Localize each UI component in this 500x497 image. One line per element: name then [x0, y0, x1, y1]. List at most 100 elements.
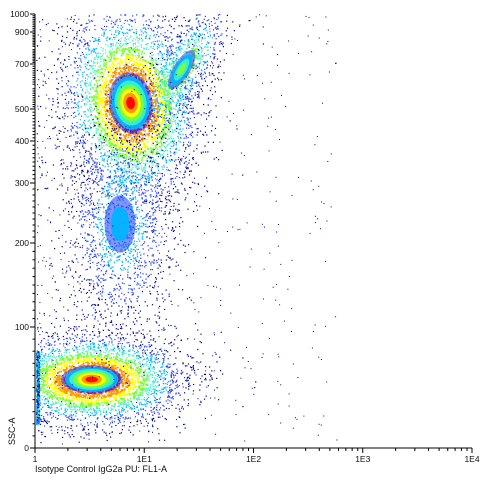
event-dot [117, 155, 120, 157]
event-dot [73, 170, 75, 172]
event-dot [86, 97, 88, 99]
event-dot [98, 66, 101, 68]
event-dot [110, 151, 113, 153]
event-dot [115, 31, 117, 33]
event-dot [108, 37, 110, 39]
event-dot [137, 54, 139, 57]
event-dot [190, 187, 192, 189]
event-dot [168, 103, 170, 105]
event-dot [101, 120, 103, 122]
event-dot [117, 164, 119, 166]
event-dot [137, 49, 140, 51]
event-dot [102, 60, 105, 62]
event-dot [137, 409, 139, 411]
event-dot [61, 392, 64, 395]
event-dot [111, 144, 113, 146]
event-dot [46, 373, 48, 375]
event-dot [116, 143, 118, 145]
event-dot [102, 91, 105, 94]
event-dot [79, 408, 81, 410]
event-dot [40, 70, 42, 72]
event-dot [120, 133, 122, 135]
event-dot [43, 418, 45, 420]
event-dot [180, 119, 182, 121]
event-dot [105, 402, 107, 405]
event-dot [85, 54, 88, 56]
event-dot [138, 387, 140, 389]
event-dot [158, 77, 160, 79]
event-dot [182, 155, 185, 158]
event-dot [171, 123, 173, 125]
event-dot [49, 369, 52, 372]
event-dot [98, 206, 100, 209]
event-dot [209, 111, 211, 113]
event-dot [148, 388, 150, 390]
event-dot [103, 107, 105, 109]
event-dot [53, 377, 56, 379]
event-dot [162, 175, 164, 177]
event-dot [189, 98, 191, 100]
event-dot [196, 93, 198, 96]
event-dot [145, 20, 147, 22]
event-dot [187, 124, 189, 126]
event-dot [46, 422, 48, 424]
event-dot [126, 156, 128, 158]
event-dot [221, 149, 223, 151]
event-dot [143, 52, 146, 55]
event-dot [42, 383, 45, 385]
event-dot [161, 106, 163, 108]
event-dot [105, 104, 107, 106]
event-dot [89, 82, 91, 84]
event-dot [182, 133, 184, 136]
event-dot [152, 85, 154, 87]
event-dot [125, 38, 127, 40]
event-dot [149, 73, 151, 75]
event-dot [169, 120, 172, 122]
event-dot [124, 60, 127, 62]
event-dot [128, 152, 131, 155]
event-dot [73, 176, 75, 178]
event-dot [103, 148, 105, 150]
event-dot [157, 381, 159, 383]
event-dot [40, 408, 42, 410]
event-dot [89, 156, 91, 158]
event-dot [90, 152, 92, 155]
event-dot [103, 158, 105, 160]
event-dot [126, 20, 128, 22]
event-dot [202, 133, 204, 135]
event-dot [73, 107, 75, 109]
event-dot [100, 100, 102, 103]
event-dot [166, 202, 168, 204]
event-dot [74, 99, 76, 101]
event-dot [158, 47, 160, 49]
event-dot [143, 189, 145, 191]
event-dot [166, 104, 168, 106]
event-dot [139, 174, 141, 176]
event-dot [92, 71, 94, 73]
event-dot [121, 347, 123, 349]
event-dot [40, 40, 42, 42]
event-dot [74, 62, 76, 64]
event-dot [143, 382, 145, 385]
event-dot [109, 111, 112, 113]
event-dot [87, 44, 89, 47]
event-dot [155, 354, 157, 357]
event-dot [115, 43, 117, 45]
event-dot [104, 59, 106, 61]
event-dot [59, 118, 61, 120]
event-dot [86, 325, 88, 327]
event-dot [55, 358, 58, 361]
event-dot [111, 166, 113, 168]
event-dot [141, 159, 143, 162]
event-dot [150, 20, 152, 22]
event-dot [113, 33, 115, 36]
event-dot [163, 85, 165, 88]
event-dot [120, 27, 122, 29]
event-dot [65, 396, 68, 398]
event-dot [140, 37, 142, 39]
event-dot [104, 129, 106, 131]
event-dot [209, 65, 211, 67]
event-dot [146, 133, 148, 135]
event-dot [190, 98, 192, 100]
event-dot [94, 52, 96, 54]
